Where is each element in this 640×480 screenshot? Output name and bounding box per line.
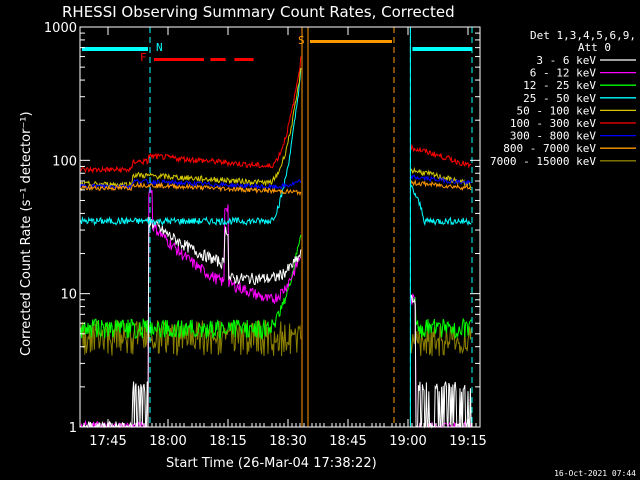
legend-label-2: 12 - 25 keV bbox=[523, 79, 596, 92]
legend-header-line-1: Det 1,3,4,5,6,9, bbox=[530, 29, 636, 42]
y-tick-label: 10 bbox=[60, 288, 77, 303]
series-line-5 bbox=[79, 56, 472, 175]
series-line-2 bbox=[79, 234, 472, 340]
flare-bar bbox=[154, 58, 204, 61]
series-line-7 bbox=[79, 179, 472, 197]
x-tick-label: 18:15 bbox=[209, 434, 246, 449]
flag-layer: NF S bbox=[79, 27, 473, 427]
flare-bar bbox=[210, 58, 226, 61]
series-line-8 bbox=[79, 320, 472, 357]
axis-layer: 17:45 18:00 18:15 18:30 18:45 19:00 19:15 1 10 10… bbox=[44, 21, 487, 449]
legend-label-7: 800 - 7000 keV bbox=[503, 142, 596, 155]
legend-label-5: 100 - 300 keV bbox=[510, 117, 596, 130]
night-bar bbox=[82, 47, 148, 51]
legend-label-8: 7000 - 15000 keV bbox=[490, 155, 596, 168]
legend-label-0: 3 - 6 keV bbox=[536, 54, 596, 67]
series-line-6 bbox=[79, 174, 472, 190]
render-timestamp: 16-Oct-2021 07:44 bbox=[554, 469, 636, 478]
x-tick-label: 18:30 bbox=[269, 434, 306, 449]
y-tick-label: 1 bbox=[69, 421, 77, 436]
series-layer bbox=[79, 56, 472, 429]
y-tick-label: 100 bbox=[52, 154, 77, 169]
x-tick-label: 19:15 bbox=[449, 434, 486, 449]
series-line-4 bbox=[79, 67, 472, 190]
legend-label-3: 25 - 50 keV bbox=[523, 92, 596, 105]
x-axis-label: Start Time (26-Mar-04 17:38:22) bbox=[166, 456, 377, 471]
plot-frame bbox=[79, 26, 481, 428]
x-tick-label: 18:45 bbox=[329, 434, 366, 449]
legend-label-1: 6 - 12 keV bbox=[530, 67, 597, 80]
legend-label-6: 300 - 800 keV bbox=[510, 130, 596, 143]
flare-bar bbox=[234, 58, 254, 61]
saa-bar bbox=[310, 40, 392, 43]
night-bar bbox=[412, 47, 472, 51]
series-line-3 bbox=[79, 68, 472, 227]
y-tick-label: 1000 bbox=[44, 21, 77, 36]
x-tick-label: 19:00 bbox=[389, 434, 426, 449]
y-axis-label: Corrected Count Rate (s⁻¹ detector⁻¹) bbox=[19, 111, 34, 356]
x-tick-label: 17:45 bbox=[89, 434, 126, 449]
x-tick-label: 18:00 bbox=[149, 434, 186, 449]
saa-flag-label: S bbox=[298, 34, 305, 47]
night-flag-label: N bbox=[156, 41, 163, 54]
legend-label-4: 50 - 100 keV bbox=[517, 104, 597, 117]
chart-title: RHESSI Observing Summary Count Rates, Co… bbox=[62, 3, 455, 21]
flare-flag-label: F bbox=[140, 51, 147, 64]
legend-header-line-2: Att 0 bbox=[578, 41, 611, 54]
